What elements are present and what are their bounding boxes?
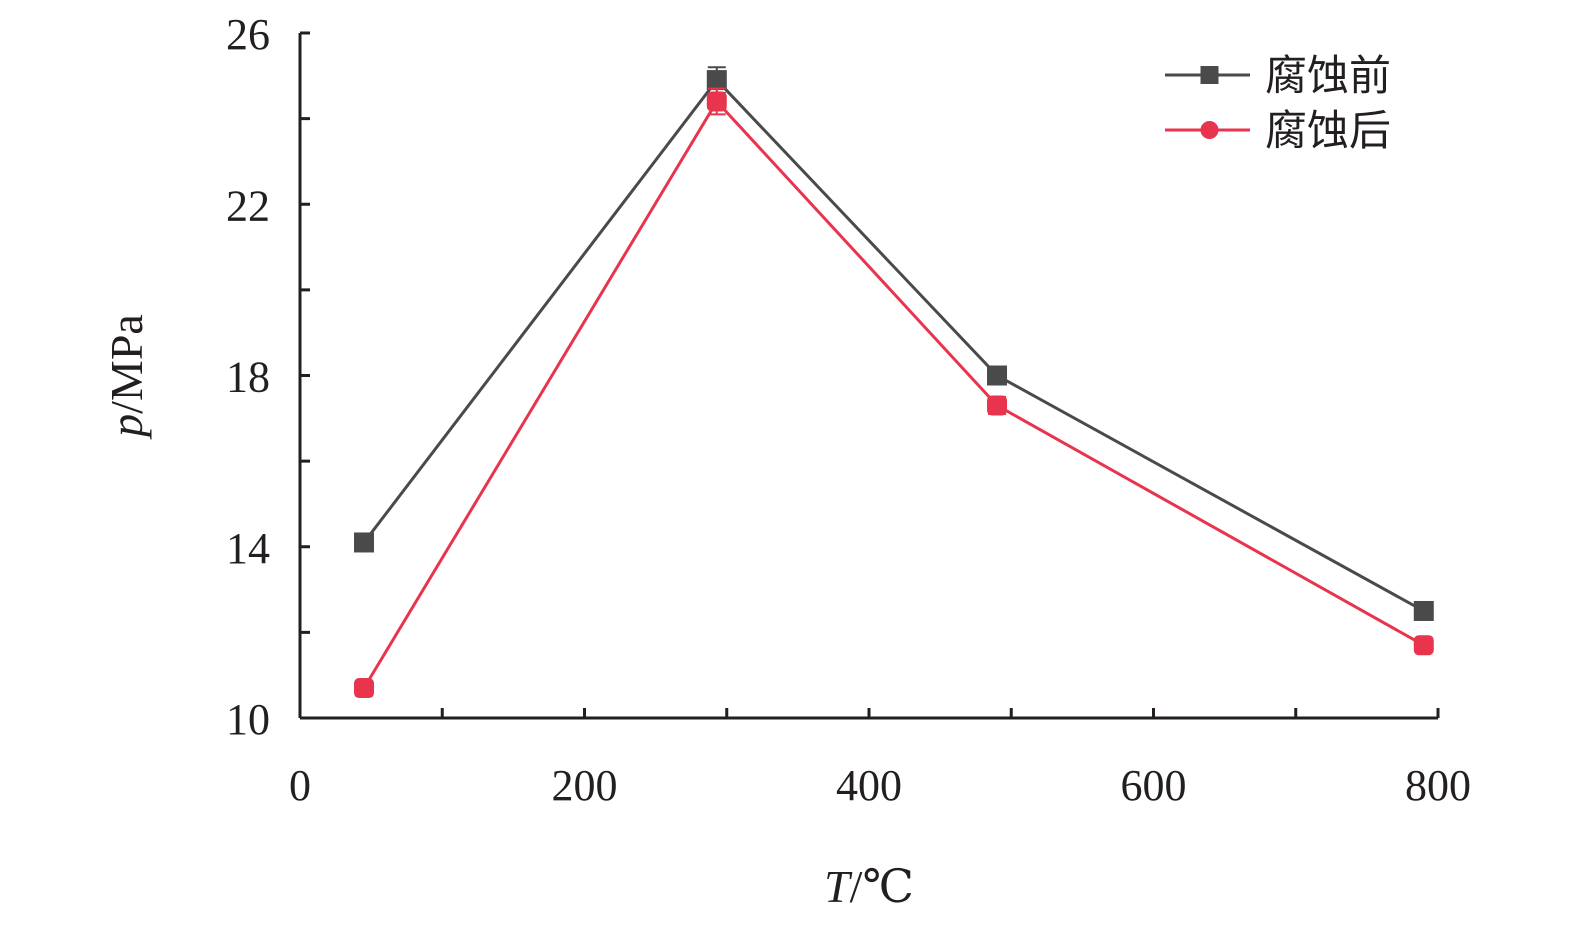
y-tick-label: 26	[226, 10, 270, 59]
x-axis-unit: /℃	[850, 861, 914, 912]
y-tick-label: 14	[226, 524, 270, 573]
x-tick-label: 200	[552, 761, 618, 810]
series-line	[362, 77, 1425, 613]
data-point	[706, 91, 727, 112]
legend-marker-before	[1200, 66, 1219, 84]
data-point	[706, 70, 727, 91]
y-axis-variable: p	[101, 414, 152, 440]
legend-marker-after	[1200, 121, 1219, 139]
legend-label-before: 腐蚀前	[1265, 51, 1391, 100]
x-tick-label: 0	[289, 761, 311, 810]
data-point	[987, 365, 1008, 386]
y-axis-title: p/MPa	[101, 314, 152, 440]
series-layer	[354, 66, 1434, 699]
legend-item-before: 腐蚀前	[1165, 51, 1391, 100]
series-line	[362, 99, 1425, 689]
legend-item-after: 腐蚀后	[1165, 106, 1391, 155]
y-axis-unit: /MPa	[101, 314, 152, 414]
data-point	[1413, 635, 1434, 656]
series-after	[354, 87, 1434, 699]
axes: 0 200 400 600 800 10 14 18 22 26	[226, 10, 1471, 810]
data-point	[354, 678, 375, 699]
x-axis-variable: T	[824, 861, 853, 912]
x-tick-label: 600	[1121, 761, 1187, 810]
y-ticks: 10 14 18 22 26	[226, 10, 310, 744]
y-tick-label: 18	[226, 353, 270, 402]
data-point	[354, 532, 375, 553]
data-point	[1413, 600, 1434, 621]
y-tick-label: 10	[226, 695, 270, 744]
x-axis-title: T/℃	[824, 861, 914, 912]
legend: 腐蚀前 腐蚀后	[1165, 51, 1391, 155]
x-ticks: 0 200 400 600 800	[289, 708, 1471, 810]
data-point	[987, 395, 1008, 416]
x-tick-label: 800	[1405, 761, 1471, 810]
x-tick-label: 400	[836, 761, 902, 810]
y-tick-label: 22	[226, 181, 270, 230]
legend-label-after: 腐蚀后	[1265, 106, 1391, 155]
